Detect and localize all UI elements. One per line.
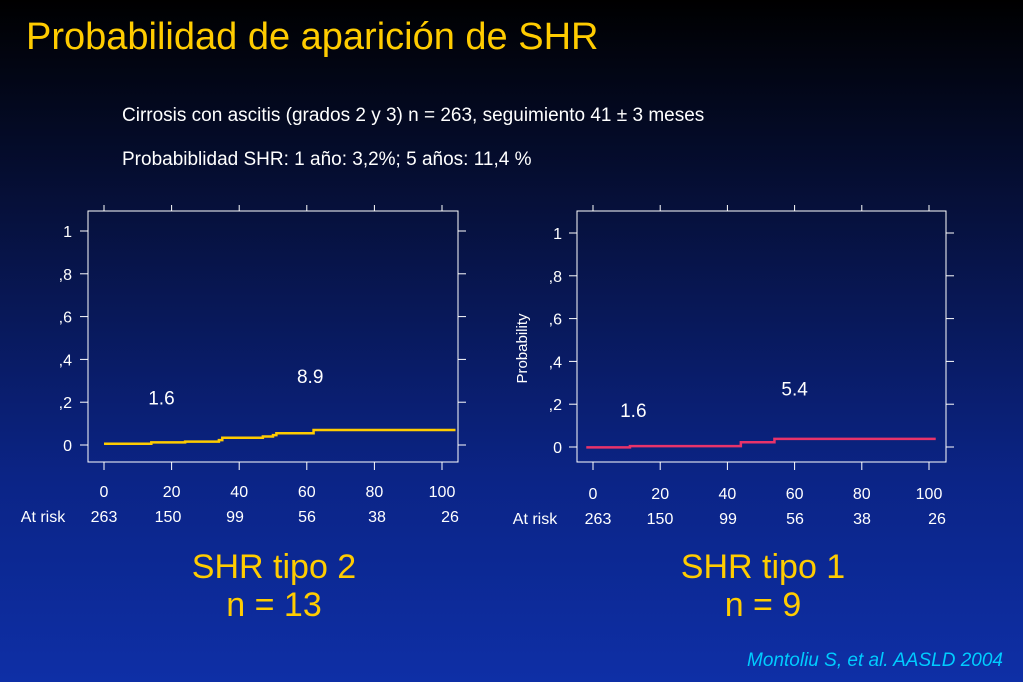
y-tick-label: ,8	[59, 267, 72, 284]
caption-count: n = 13	[226, 586, 322, 624]
x-tick-label: 80	[366, 484, 384, 501]
series-line	[586, 437, 936, 449]
y-tick-label: 0	[553, 440, 562, 457]
y-tick-label: 0	[63, 438, 72, 455]
at-risk-value: 150	[647, 511, 674, 528]
subtitle-probability: Probabiblidad SHR: 1 año: 3,2%; 5 años: …	[122, 149, 532, 170]
at-risk-value: 56	[786, 511, 804, 528]
caption-shr-tipo-2: SHR tipo 2 n = 13	[124, 548, 424, 624]
x-tick-label: 60	[786, 486, 804, 503]
y-tick-label: ,4	[59, 352, 72, 369]
data-label: 5.4	[781, 380, 808, 401]
y-tick-label: ,6	[549, 312, 562, 329]
x-tick-label: 80	[853, 486, 871, 503]
at-risk-value: 99	[719, 511, 737, 528]
citation: Montoliu S, et al. AASLD 2004	[747, 650, 1003, 671]
plot-frame	[576, 210, 947, 463]
at-risk-label: At risk	[513, 511, 558, 528]
at-risk-value: 38	[368, 509, 386, 526]
x-tick-label: 40	[719, 486, 737, 503]
x-tick-label: 100	[429, 484, 456, 501]
x-tick-label: 60	[298, 484, 316, 501]
plot-frame	[87, 210, 459, 463]
y-tick-label: 1	[553, 226, 562, 243]
at-risk-label: At risk	[21, 509, 66, 526]
x-tick-label: 20	[651, 486, 669, 503]
y-tick-label: ,2	[59, 395, 72, 412]
subtitle-cohort: Cirrosis con ascitis (grados 2 y 3) n = …	[122, 105, 705, 126]
at-risk-value: 99	[226, 509, 244, 526]
at-risk-value: 263	[91, 509, 118, 526]
y-tick-label: ,6	[59, 310, 72, 327]
series-line	[104, 428, 456, 445]
data-label: 1.6	[620, 401, 646, 422]
y-tick-label: ,2	[549, 397, 562, 414]
x-tick-label: 0	[100, 484, 109, 501]
at-risk-value: 263	[585, 511, 612, 528]
caption-shr-tipo-1: SHR tipo 1 n = 9	[613, 548, 913, 624]
at-risk-value: 38	[853, 511, 871, 528]
at-risk-value: 150	[155, 509, 182, 526]
y-tick-label: ,4	[549, 354, 562, 371]
at-risk-value: 56	[298, 509, 316, 526]
y-axis-label: Probability	[514, 313, 531, 384]
x-tick-label: 0	[589, 486, 598, 503]
slide-title: Probabilidad de aparición de SHR	[26, 16, 599, 58]
y-tick-label: 1	[63, 224, 72, 241]
data-label: 8.9	[297, 367, 323, 388]
data-label: 1.6	[148, 388, 174, 409]
caption-title: SHR tipo 2	[191, 548, 357, 586]
at-risk-value: 26	[441, 509, 459, 526]
at-risk-value: 26	[928, 511, 946, 528]
y-tick-label: ,8	[549, 269, 562, 286]
caption-count: n = 9	[724, 586, 802, 624]
x-tick-label: 100	[916, 486, 943, 503]
x-tick-label: 40	[230, 484, 248, 501]
x-tick-label: 20	[163, 484, 181, 501]
caption-title: SHR tipo 1	[680, 548, 846, 586]
